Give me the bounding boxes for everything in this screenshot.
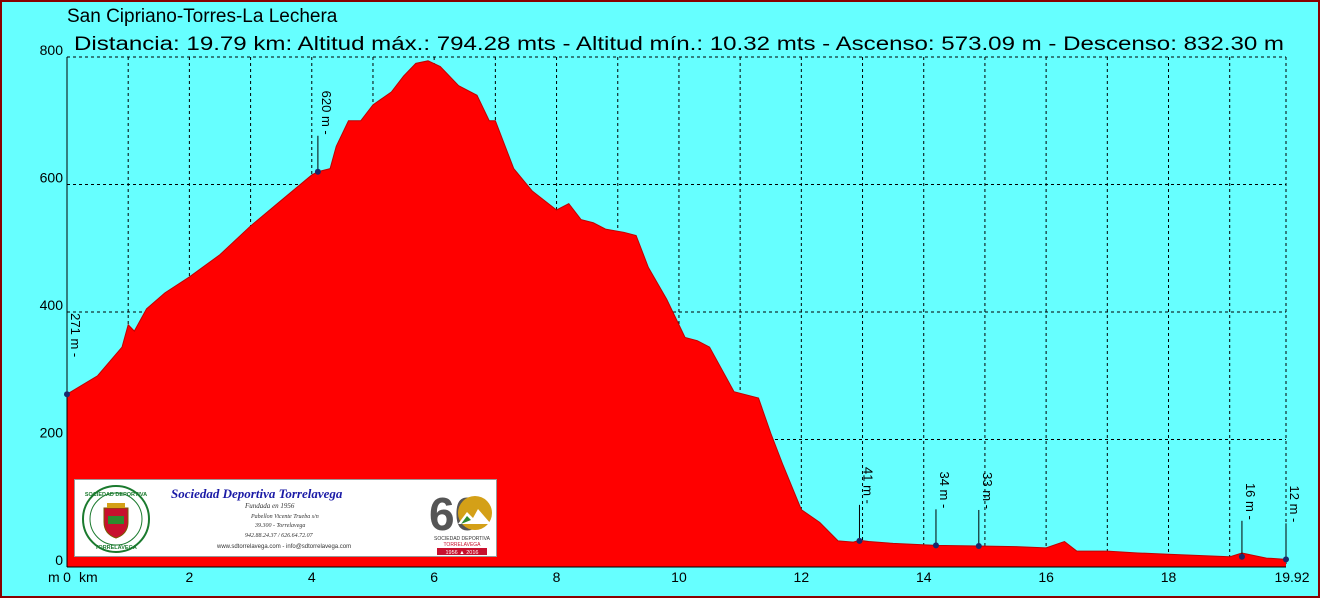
x-tick-label: 18 — [1161, 569, 1177, 585]
chart-title: San Cipriano-Torres-La Lechera — [67, 6, 338, 27]
annotation-label: 34 m - — [937, 471, 952, 508]
x-tick-label: 6 — [430, 569, 438, 585]
annotation-point — [975, 542, 982, 549]
y-tick-label: 200 — [40, 425, 64, 441]
seal-top-text: SOCIEDAD DEPORTIVA — [85, 492, 147, 498]
annotation-label: 33 m - — [980, 472, 995, 509]
x-tick-label: 10 — [671, 569, 687, 585]
elevation-outline — [66, 60, 1287, 560]
x-tick-label: 0 — [63, 569, 71, 585]
x-tick-label: 4 — [308, 569, 316, 585]
x-tick-label: 2 — [185, 569, 193, 585]
annotation-label: 16 m - — [1243, 483, 1258, 520]
y-axis-unit: m — [48, 569, 60, 585]
x-tick-label: 14 — [916, 569, 932, 585]
seal-bottom-text: TORRELAVEGA — [95, 545, 137, 551]
x-tick-label: 8 — [553, 569, 561, 585]
anniversary-logo-icon: 60 SOCIEDAD DEPORTIVA TORRELAVEGA 1956 ▲… — [429, 488, 492, 556]
club-address-line2: 39.300 - Torrelavega — [255, 523, 306, 529]
annotation-label: 620 m - — [319, 91, 334, 135]
annotation-point — [64, 391, 70, 398]
y-tick-label: 0 — [55, 552, 63, 568]
annotation-label: 271 m - — [68, 313, 83, 357]
y-tick-label: 800 — [40, 42, 64, 58]
elevation-area — [67, 60, 1286, 567]
annotation-point — [932, 542, 939, 549]
axes: 0 200 400 600 800 0 2 4 6 8 10 12 14 16 18 19.92 m km — [40, 42, 1310, 585]
x-tick-label: 16 — [1038, 569, 1054, 585]
club-phone: 942.88.24.37 / 626.64.72.07 — [245, 533, 313, 539]
club-seal-icon: SOCIEDAD DEPORTIVA TORRELAVEGA — [82, 485, 150, 553]
club-web: www.sdtorrelavega.com - info@sdtorrelave… — [217, 544, 352, 550]
chart-subtitle: Distancia: 19.79 km: Altitud máx.: 794.2… — [74, 34, 1284, 55]
y-tick-label: 600 — [40, 170, 64, 186]
annotation-point — [856, 537, 863, 544]
annotation-point — [1238, 553, 1245, 560]
x-axis-unit: km — [79, 569, 98, 585]
x-tick-label: 12 — [794, 569, 810, 585]
annotation-point — [1283, 556, 1289, 563]
y-tick-label: 400 — [40, 297, 64, 313]
annotations: 271 m - 620 m - 41 m - 34 m - 33 m - 16 m - 12… — [64, 91, 1302, 563]
anniversary-line1: SOCIEDAD DEPORTIVA — [434, 536, 491, 542]
x-tick-label: 19.92 — [1274, 569, 1309, 585]
club-name: Sociedad Deportiva Torrelavega — [171, 486, 343, 501]
annotation-label: 41 m - — [860, 467, 875, 504]
anniversary-line2: TORRELAVEGA — [443, 542, 481, 548]
club-address-line1: Pabellon Vicente Trueba s/n — [251, 514, 319, 520]
club-founded: Fundada en 1956 — [245, 502, 295, 510]
annotation-label: 12 m - — [1287, 486, 1302, 523]
club-logo-box: SOCIEDAD DEPORTIVA TORRELAVEGA Sociedad … — [74, 479, 497, 557]
anniversary-years: 1956 ▲ 2016 — [446, 550, 479, 556]
annotation-point — [314, 168, 321, 175]
